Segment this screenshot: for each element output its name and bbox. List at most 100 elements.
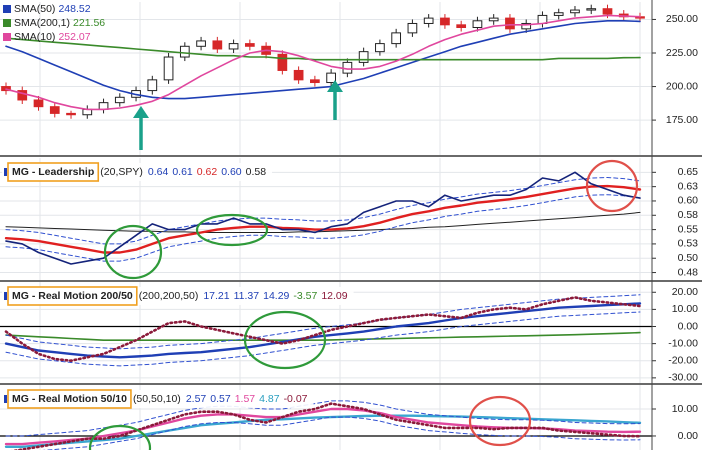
legend-label: SMA(200,1) <box>14 17 70 29</box>
legend-value: 248.52 <box>58 3 90 15</box>
candle-body <box>472 20 483 29</box>
panel: 250.00 225.00 200.00 175.00 SMA(50) 248.52 SMA… <box>0 2 702 157</box>
candle-body <box>147 79 158 92</box>
y-tick-label: -10.00 <box>668 337 698 349</box>
y-tick-label: -20.00 <box>668 355 698 367</box>
series-line <box>5 20 641 100</box>
legend-swatch <box>3 33 11 41</box>
y-tick-label: 0.00 <box>678 430 699 442</box>
legend-title-box <box>7 162 100 182</box>
legend-title: MG - Real Motion 200/50 <box>12 290 133 302</box>
legend-swatch <box>3 5 11 13</box>
legend-value: 2.57 <box>186 393 207 405</box>
candle-body <box>602 8 613 15</box>
legend-background <box>2 390 314 408</box>
y-tick-label: 0.60 <box>678 195 699 207</box>
arrow <box>133 106 149 150</box>
series-line <box>5 194 641 262</box>
series-line <box>5 294 641 350</box>
candle-body <box>391 32 402 45</box>
y-tick-label: 10.00 <box>672 303 698 315</box>
series-line <box>5 311 641 367</box>
y-tick-label: 175.00 <box>666 114 698 126</box>
legend-title-box <box>7 286 138 306</box>
highlight-circle <box>468 395 532 447</box>
candle-body <box>440 17 450 26</box>
candle-body <box>326 72 336 84</box>
legend-swatch <box>4 292 7 300</box>
highlight-circle <box>88 424 152 450</box>
series-line <box>42 416 641 450</box>
legend-params: (200,200,50) <box>139 290 199 302</box>
candle-body <box>293 69 304 81</box>
legend-value: -3.57 <box>293 290 317 302</box>
legend-swatch <box>4 168 7 176</box>
legend-swatch <box>4 395 7 403</box>
legend-title: MG - Leadership <box>12 166 94 178</box>
legend-title: MG - Real Motion 50/10 <box>12 393 127 405</box>
legend-value: 221.56 <box>73 17 105 29</box>
y-tick-label: 0.48 <box>678 266 699 278</box>
legend-value: 11.37 <box>234 290 260 302</box>
y-tick-label: 0.50 <box>678 252 699 264</box>
legend-value: 1.57 <box>235 393 256 405</box>
candle-body <box>407 22 418 34</box>
candle-body <box>66 112 76 116</box>
legend-swatch <box>3 19 11 27</box>
candle-body <box>570 9 580 14</box>
legend-label: SMA(50) <box>14 3 55 15</box>
legend-params: (20,SPY) <box>100 166 143 178</box>
series-line <box>11 402 642 450</box>
candle-body <box>212 40 223 50</box>
legend-value: 0.61 <box>172 166 193 178</box>
legend-value: 4.87 <box>259 393 280 405</box>
candle-body <box>49 106 60 114</box>
series-line <box>5 177 641 245</box>
legend-value: 17.21 <box>203 290 229 302</box>
series-line <box>4 414 642 448</box>
legend-value: 0.62 <box>197 166 218 178</box>
panel: 10.00 0.00 MG - Real Motion 50/10 (50,50,10… <box>0 385 699 450</box>
y-tick-label: 0.65 <box>678 166 699 178</box>
y-tick-label: 0.63 <box>678 180 699 192</box>
legend-background <box>2 163 273 181</box>
highlight-circle <box>243 310 327 370</box>
candle-body <box>114 96 125 104</box>
legend-title-box <box>7 389 132 409</box>
highlight-circle <box>195 213 269 247</box>
legend-value: 252.07 <box>58 31 90 43</box>
candle-body <box>17 90 28 101</box>
y-tick-label: 10.00 <box>672 403 698 415</box>
panel: 20.00 10.00 0.00 -10.00 -20.00 -30.00 MG - Rea… <box>0 282 702 385</box>
y-tick-label: 0.55 <box>678 223 699 235</box>
series-line <box>5 37 641 61</box>
series-line <box>5 331 641 341</box>
candle-body <box>179 45 190 58</box>
legend-value: 0.57 <box>210 393 231 405</box>
panel: 0.65 0.63 0.60 0.58 0.55 0.53 0.50 0.48 MG - Lea… <box>0 158 702 282</box>
y-tick-label: 0.58 <box>678 209 699 221</box>
candle-body <box>488 17 499 22</box>
legend-value: 0.64 <box>148 166 169 178</box>
legend-label: SMA(10) <box>14 31 55 43</box>
series-line <box>4 302 642 359</box>
legend-value: 0.60 <box>221 166 242 178</box>
y-tick-label: 225.00 <box>666 47 698 59</box>
y-tick-label: 250.00 <box>666 13 698 25</box>
candle-body <box>196 40 206 47</box>
candle-body <box>33 99 44 108</box>
candle-body <box>423 17 434 24</box>
legend-value: 0.58 <box>246 166 267 178</box>
annotations <box>88 80 639 450</box>
candle-body <box>342 61 353 74</box>
candle-body <box>244 43 255 47</box>
y-tick-label: 200.00 <box>666 80 698 92</box>
arrow <box>327 80 343 120</box>
legend-background <box>2 287 354 305</box>
highlight-circle <box>585 159 639 213</box>
legend-value: -0.07 <box>284 393 308 405</box>
plot-area <box>0 400 652 450</box>
candle-body <box>505 17 515 30</box>
series-line <box>5 211 641 233</box>
